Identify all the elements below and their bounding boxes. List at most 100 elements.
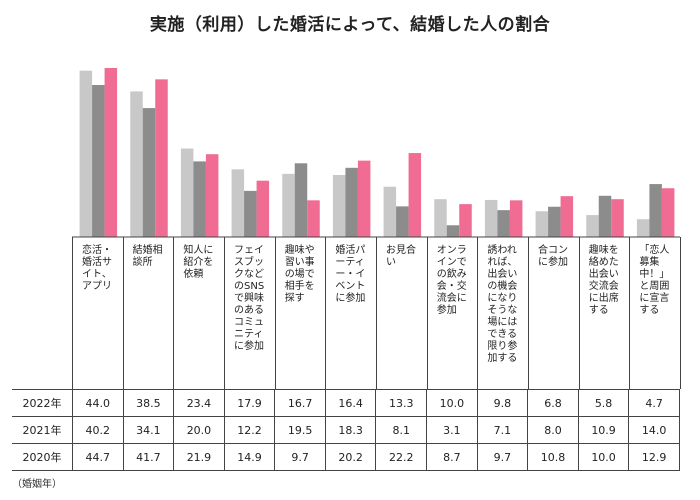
category-label: 趣味を絡めた出会い交流会に出席する	[580, 237, 631, 389]
table-cell: 6.8	[527, 389, 579, 417]
bar-4-series-2	[244, 190, 257, 237]
table-row: 2020年 44.7 41.7 21.9 14.9 9.7 20.2 22.2 8.7 9.7 10…	[12, 443, 680, 471]
bar-3-series-2	[193, 161, 206, 237]
table-cell: 8.7	[426, 443, 478, 471]
table-cell: 12.2	[223, 416, 275, 444]
bars-group	[79, 68, 675, 238]
category-label: 誘われれば、出会いの機会になりそうな場にはできる限り参加する	[478, 237, 530, 389]
table-cell: 14.9	[223, 443, 275, 471]
table-cell: 21.9	[173, 443, 225, 471]
table-cell: 23.4	[173, 389, 225, 417]
table-cell: 10.0	[577, 443, 629, 471]
bar-9-series-1	[484, 199, 498, 237]
bar-1-series-3	[104, 68, 118, 237]
bar-6-series-1	[332, 175, 346, 237]
bar-7-series-2	[396, 206, 409, 237]
table-cell: 9.7	[274, 443, 326, 471]
category-label-text: オンラインでの飲み会・交流会に参加	[436, 245, 467, 316]
row-year-label: 2020年	[12, 443, 73, 471]
bar-9-series-3	[509, 200, 523, 237]
category-label: フェイスブックなどのSNSで興味のあるコミュニティに参加	[225, 237, 276, 389]
category-label: 恋活・婚活サイト、アプリ	[73, 237, 124, 389]
table-cell: 5.8	[577, 389, 629, 417]
bar-12-series-1	[636, 219, 650, 237]
bar-8-series-3	[459, 204, 472, 237]
bar-10-series-3	[560, 196, 574, 237]
chart-title: 実施（利用）した婚活によって、結婚した人の割合	[149, 15, 551, 35]
bar-3-series-3	[205, 154, 219, 237]
table-cell: 44.7	[72, 443, 124, 471]
table-row: 2021年 40.2 34.1 20.0 12.2 19.5 18.3 8.1 3.1 7.1 8.…	[12, 416, 680, 444]
bar-2-series-3	[155, 79, 168, 237]
table-cell: 17.9	[223, 389, 275, 417]
category-label-text: 恋活・婚活サイト、アプリ	[82, 245, 112, 292]
table-cell: 41.7	[122, 443, 174, 471]
bar-8-series-2	[446, 225, 460, 237]
bar-8-series-1	[434, 199, 447, 237]
bar-10-series-1	[535, 211, 549, 237]
table-cell: 16.7	[274, 389, 326, 417]
category-label: お見合い	[377, 237, 428, 389]
category-label-text: お見合い	[386, 245, 417, 268]
category-label-text: 誘われれば、出会いの機会になりそうな場にはできる限り参加する	[487, 245, 518, 364]
bar-5-series-1	[282, 173, 295, 237]
category-label-text: 趣味を絡めた出会い交流会に出席する	[588, 245, 619, 316]
category-label-text: 結婚相談所	[132, 245, 163, 268]
bar-12-series-2	[649, 184, 662, 237]
category-label: 結婚相談所	[124, 237, 175, 389]
table-cell: 20.0	[173, 416, 225, 444]
bar-11-series-2	[598, 195, 612, 237]
table-cell: 4.7	[628, 389, 680, 417]
table-cell: 10.9	[577, 416, 629, 444]
table-cell: 14.0	[628, 416, 680, 444]
data-table: 2022年 44.0 38.5 23.4 17.9 16.7 16.4 13.3 10.0 9.8…	[12, 389, 680, 471]
row-year-label: 2022年	[12, 389, 73, 417]
table-cell: 40.2	[72, 416, 124, 444]
table-cell: 34.1	[122, 416, 174, 444]
category-label-text: 婚活パーティー・イベントに参加	[335, 245, 366, 304]
bar-4-series-1	[231, 169, 245, 237]
category-label-text: 知人に紹介を依頼	[183, 245, 214, 280]
table-row: 2022年 44.0 38.5 23.4 17.9 16.7 16.4 13.3 10.0 9.8…	[12, 389, 680, 417]
bar-5-series-3	[307, 200, 320, 237]
bar-1-series-1	[79, 70, 93, 238]
table-cell: 8.0	[527, 416, 579, 444]
bar-4-series-3	[256, 180, 270, 237]
category-label-text: 合コンに参加	[538, 245, 569, 268]
bar-11-series-1	[586, 215, 599, 237]
bar-2-series-2	[142, 108, 156, 237]
category-label: 「恋人募集中！」と周囲に宣言する	[630, 237, 682, 389]
table-cell: 3.1	[426, 416, 478, 444]
category-label-text: 趣味や習い事の場で相手を探す	[284, 245, 315, 304]
category-label: 合コンに参加	[529, 237, 580, 389]
table-cell: 18.3	[324, 416, 376, 444]
category-label-text: 「恋人募集中！」と周囲に宣言する	[639, 245, 670, 316]
category-labels: 恋活・婚活サイト、アプリ 結婚相談所 知人に紹介を依頼 フェイスブックなどのSNSで興…	[72, 237, 682, 389]
table-cell: 7.1	[476, 416, 528, 444]
bar-7-series-1	[383, 186, 397, 237]
bar-6-series-3	[357, 160, 371, 237]
bar-6-series-2	[345, 167, 358, 237]
table-cell: 22.2	[375, 443, 427, 471]
table-cell: 9.7	[476, 443, 528, 471]
table-cell: 16.4	[324, 389, 376, 417]
table-cell: 10.0	[426, 389, 478, 417]
category-label: オンラインでの飲み会・交流会に参加	[428, 237, 479, 389]
bar-7-series-3	[408, 153, 422, 237]
table-cell: 19.5	[274, 416, 326, 444]
bar-5-series-2	[294, 163, 308, 237]
bar-11-series-3	[611, 199, 624, 237]
row-year-label: 2021年	[12, 416, 73, 444]
bar-2-series-1	[130, 91, 143, 237]
bar-1-series-2	[92, 85, 105, 237]
table-cell: 13.3	[375, 389, 427, 417]
bar-10-series-2	[548, 206, 561, 237]
table-cell: 38.5	[122, 389, 174, 417]
category-label: 婚活パーティー・イベントに参加	[326, 237, 378, 389]
bar-9-series-2	[497, 210, 510, 237]
table-cell: 10.8	[527, 443, 579, 471]
bar-3-series-1	[180, 148, 194, 237]
table-cell: 44.0	[72, 389, 124, 417]
table-cell: 9.8	[476, 389, 528, 417]
